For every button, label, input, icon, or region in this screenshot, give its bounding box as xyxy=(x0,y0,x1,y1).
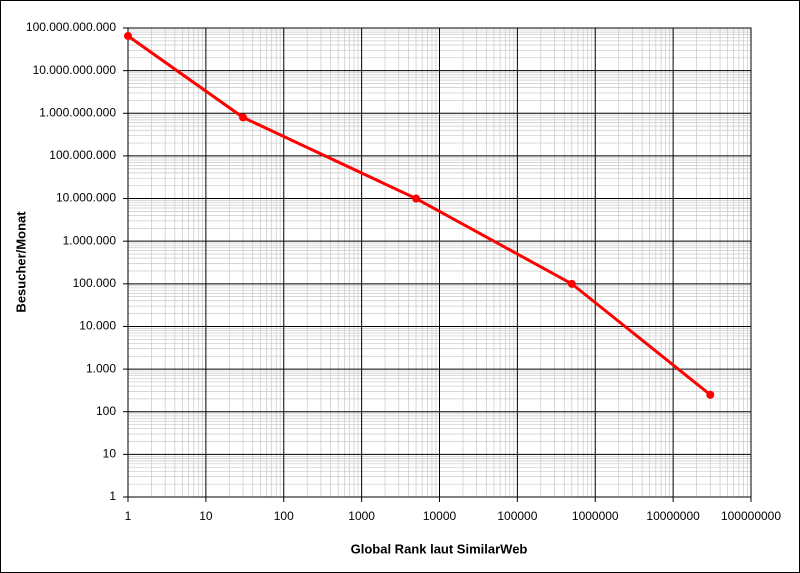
y-axis-title: Besucher/Monat xyxy=(13,211,28,313)
y-tick-label: 100 xyxy=(96,404,116,418)
x-tick-label: 1 xyxy=(125,509,132,523)
x-tick-label: 10000000 xyxy=(646,509,700,523)
y-tick-label: 10.000.000 xyxy=(56,191,116,205)
x-tick-label: 10 xyxy=(199,509,213,523)
y-tick-label: 10.000 xyxy=(79,319,116,333)
y-tick-label: 1.000 xyxy=(86,361,116,375)
x-tick-label: 100000 xyxy=(497,509,537,523)
y-tick-label: 100.000 xyxy=(73,276,117,290)
data-point xyxy=(239,113,248,122)
x-axis-title: Global Rank laut SimilarWeb xyxy=(351,541,528,556)
y-tick-label: 100.000.000.000 xyxy=(26,20,116,34)
x-tick-label: 100000000 xyxy=(721,509,781,523)
x-tick-label: 10000 xyxy=(423,509,457,523)
data-point xyxy=(567,279,576,288)
plot-border xyxy=(127,27,752,498)
data-point xyxy=(706,390,715,399)
data-point xyxy=(124,31,132,40)
x-tick-label: 100 xyxy=(274,509,294,523)
data-point xyxy=(412,194,421,203)
x-tick-label: 1000 xyxy=(348,509,375,523)
y-tick-label: 1.000.000.000 xyxy=(39,105,116,119)
y-tick-label: 1 xyxy=(109,489,116,503)
y-tick-label: 10 xyxy=(103,447,117,461)
y-tick-label: 1.000.000 xyxy=(63,233,117,247)
y-tick-label: 100.000.000 xyxy=(49,148,116,162)
x-tick-label: 1000000 xyxy=(572,509,619,523)
y-tick-label: 10.000.000.000 xyxy=(33,63,117,77)
